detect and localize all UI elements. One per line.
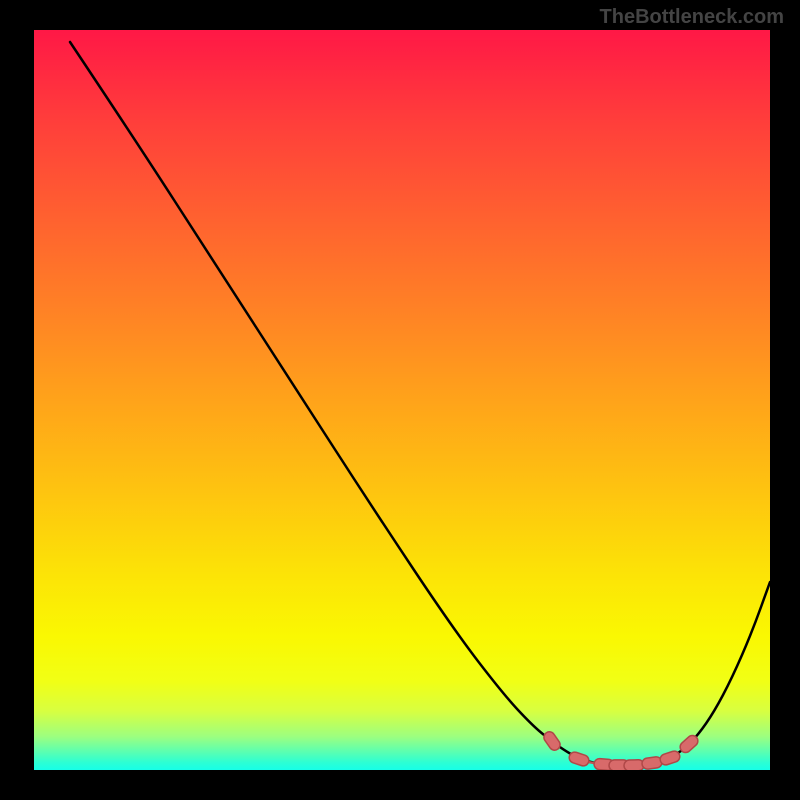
watermark-text: TheBottleneck.com	[600, 6, 784, 29]
bottleneck-chart	[0, 0, 800, 800]
chart-container: TheBottleneck.com	[0, 0, 800, 800]
